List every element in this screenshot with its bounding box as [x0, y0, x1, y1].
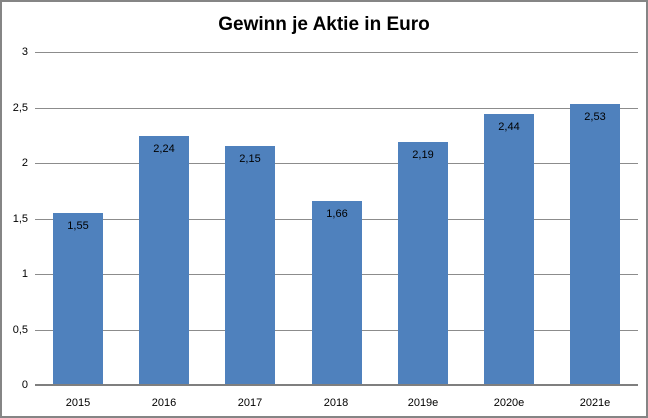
bar-2021e: 2,53 — [570, 104, 620, 384]
bar-value-label: 2,53 — [584, 111, 606, 123]
y-axis-tick-label: 1 — [21, 268, 28, 280]
y-axis-tick-label: 2,5 — [12, 102, 28, 114]
y-axis-tick-label: 1,5 — [12, 213, 28, 225]
x-axis-label-2015: 2015 — [65, 397, 91, 409]
bar-2015: 1,55 — [53, 213, 103, 384]
y-axis-tick-label: 0 — [21, 379, 28, 391]
y-axis-tick-label: 0,5 — [12, 324, 28, 336]
x-axis-label-2021e: 2021e — [579, 397, 611, 409]
bar-2017: 2,15 — [225, 146, 275, 384]
gridline — [35, 52, 638, 53]
bar-2019e: 2,19 — [398, 142, 448, 384]
bar-2020e: 2,44 — [484, 114, 534, 384]
x-axis-line — [35, 384, 638, 386]
bar-value-label: 1,55 — [67, 220, 89, 232]
x-axis-label-2020e: 2020e — [493, 397, 525, 409]
bar-value-label: 2,15 — [239, 153, 261, 165]
bar-2018: 1,66 — [312, 201, 362, 384]
bar-2016: 2,24 — [139, 136, 189, 384]
gridline — [35, 108, 638, 109]
x-axis-label-2016: 2016 — [151, 397, 177, 409]
bar-value-label: 2,44 — [498, 121, 520, 133]
bar-value-label: 2,19 — [412, 149, 434, 161]
x-axis-label-2018: 2018 — [323, 397, 349, 409]
y-axis-tick-label: 3 — [21, 46, 28, 58]
chart-title: Gewinn je Aktie in Euro — [218, 14, 430, 35]
y-axis-tick-label: 2 — [21, 157, 28, 169]
bar-value-label: 2,24 — [153, 143, 175, 155]
gridline — [35, 163, 638, 164]
bar-value-label: 1,66 — [326, 208, 348, 220]
x-axis-label-2019e: 2019e — [407, 397, 439, 409]
x-axis-label-2017: 2017 — [237, 397, 263, 409]
